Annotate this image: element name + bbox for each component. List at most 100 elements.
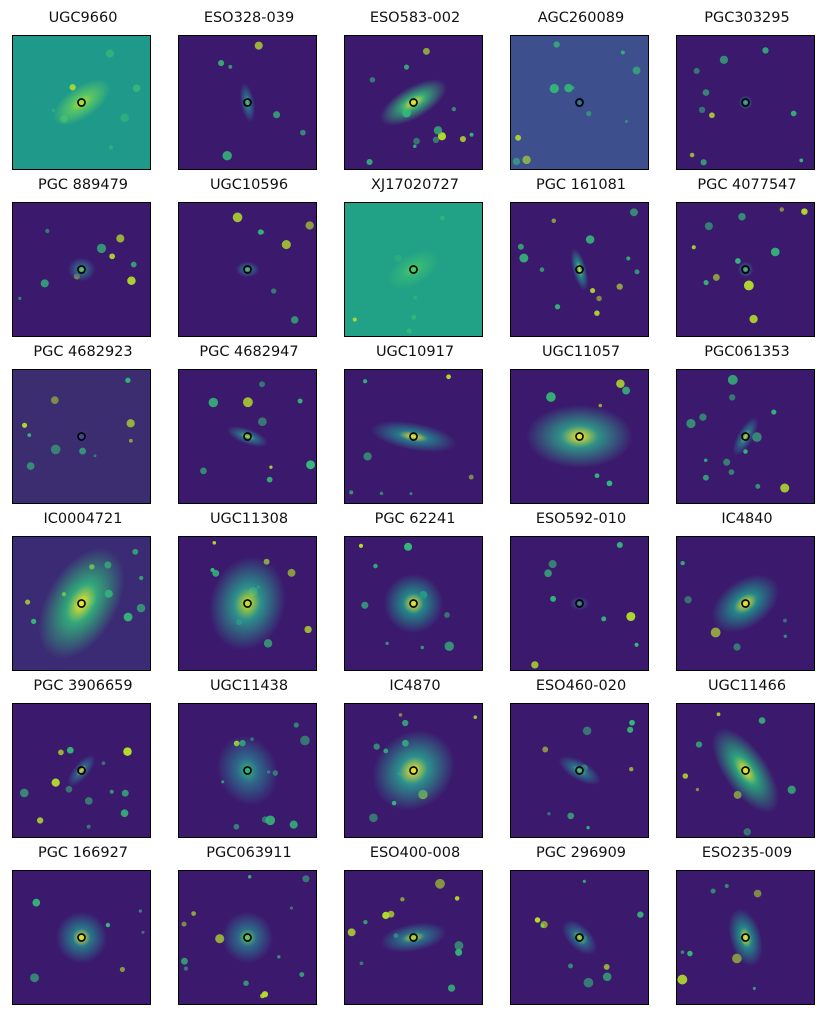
field-star	[126, 419, 135, 428]
galaxy-render	[209, 541, 312, 651]
panel-cell: UGC10596	[166, 167, 332, 338]
galaxy-render	[18, 228, 137, 301]
galaxy-image	[344, 369, 483, 504]
galaxy-glow	[380, 79, 447, 126]
panel-cell: UGC11438	[166, 668, 332, 839]
field-star	[553, 41, 560, 48]
field-star	[620, 50, 625, 55]
panel-title: ESO592-010	[535, 511, 627, 527]
field-star	[116, 234, 125, 243]
galaxy-glow	[558, 755, 601, 786]
panel-cell: PGC 62241	[332, 501, 498, 672]
center-marker	[243, 933, 252, 942]
panel-cell: UGC9660	[0, 0, 166, 171]
field-star	[710, 888, 716, 894]
center-marker	[741, 432, 750, 441]
galaxy-glow	[209, 556, 286, 651]
field-star	[691, 245, 696, 250]
field-star	[406, 328, 412, 334]
galaxy-image	[344, 703, 483, 838]
center-marker	[741, 265, 750, 274]
panel-cell: UGC11308	[166, 501, 332, 672]
galaxy-glow	[67, 754, 96, 787]
field-star	[695, 787, 700, 792]
galaxy-image	[510, 870, 649, 1005]
field-star	[616, 379, 625, 389]
field-star	[109, 253, 115, 260]
field-star	[634, 642, 639, 647]
field-star	[277, 955, 281, 959]
panel-cell: PGC 3906659	[0, 668, 166, 839]
field-star	[468, 474, 474, 480]
galaxy-render	[366, 47, 474, 166]
field-star	[548, 560, 557, 569]
panel-cell: UGC11466	[664, 668, 830, 839]
panel-title: UGC11057	[541, 344, 621, 360]
galaxy-image	[344, 202, 483, 337]
panel-title: UGC11438	[209, 678, 289, 694]
field-star	[127, 276, 136, 285]
field-star	[735, 258, 741, 264]
galaxy-glow	[239, 83, 256, 122]
field-star	[96, 243, 107, 254]
field-star	[637, 911, 644, 918]
field-star	[136, 603, 146, 613]
field-star	[302, 875, 310, 883]
panel-cell: PGC 4682947	[166, 334, 332, 505]
galaxy-glow	[737, 261, 754, 278]
field-star	[273, 111, 281, 119]
field-star	[254, 41, 263, 50]
center-marker	[77, 432, 86, 441]
panel-cell: UGC10917	[332, 334, 498, 505]
panel-cell: IC0004721	[0, 501, 166, 672]
center-marker	[243, 432, 252, 441]
field-star	[132, 84, 141, 92]
panel-cell: ESO592-010	[498, 501, 664, 672]
center-marker	[575, 933, 584, 942]
field-star	[403, 64, 410, 70]
galaxy-render	[217, 722, 310, 830]
galaxy-render	[21, 377, 135, 470]
field-star	[758, 717, 766, 724]
field-star	[684, 596, 692, 604]
galaxy-glow	[235, 261, 260, 278]
panel-title: PGC 4077547	[697, 177, 797, 193]
panel-title: ESO328-039	[203, 10, 295, 26]
galaxy-glow	[712, 728, 779, 813]
galaxy-image	[676, 369, 815, 504]
field-star	[547, 812, 551, 816]
field-star	[799, 158, 804, 163]
field-star	[444, 641, 454, 651]
galaxy-image	[12, 703, 151, 838]
field-star	[440, 215, 445, 221]
field-star	[703, 279, 709, 286]
center-marker	[575, 265, 584, 274]
field-star	[626, 611, 636, 622]
field-star	[123, 747, 132, 756]
galaxy-image	[12, 369, 151, 504]
field-star	[698, 106, 706, 114]
center-marker	[741, 766, 750, 775]
center-marker	[409, 766, 418, 775]
field-star	[139, 575, 144, 581]
galaxy-glow	[226, 426, 269, 447]
center-marker	[243, 265, 252, 274]
field-star	[130, 261, 137, 268]
field-star	[779, 207, 785, 212]
center-marker	[575, 599, 584, 608]
center-marker	[243, 98, 252, 107]
field-star	[108, 145, 114, 150]
center-marker	[243, 766, 252, 775]
center-marker	[575, 766, 584, 775]
field-star	[109, 789, 114, 794]
field-star	[695, 741, 703, 748]
field-star	[433, 126, 443, 135]
galaxy-glow	[380, 922, 447, 953]
field-star	[218, 60, 225, 67]
center-marker	[409, 933, 418, 942]
field-star	[27, 433, 32, 437]
field-star	[349, 490, 354, 495]
panel-title: PGC 889479	[37, 177, 129, 193]
field-star	[629, 767, 634, 772]
